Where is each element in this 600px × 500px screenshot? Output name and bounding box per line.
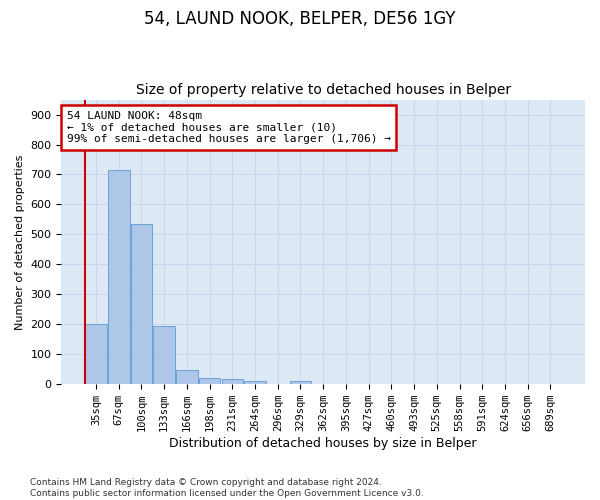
- Y-axis label: Number of detached properties: Number of detached properties: [15, 154, 25, 330]
- Bar: [244, 380, 266, 384]
- Bar: [199, 378, 220, 384]
- Bar: [221, 380, 243, 384]
- Bar: [85, 324, 107, 384]
- Bar: [131, 224, 152, 384]
- Bar: [176, 370, 197, 384]
- X-axis label: Distribution of detached houses by size in Belper: Distribution of detached houses by size …: [169, 437, 477, 450]
- Text: 54, LAUND NOOK, BELPER, DE56 1GY: 54, LAUND NOOK, BELPER, DE56 1GY: [144, 10, 456, 28]
- Bar: [108, 170, 130, 384]
- Bar: [154, 326, 175, 384]
- Text: 54 LAUND NOOK: 48sqm
← 1% of detached houses are smaller (10)
99% of semi-detach: 54 LAUND NOOK: 48sqm ← 1% of detached ho…: [67, 111, 391, 144]
- Title: Size of property relative to detached houses in Belper: Size of property relative to detached ho…: [136, 83, 511, 97]
- Bar: [290, 381, 311, 384]
- Text: Contains HM Land Registry data © Crown copyright and database right 2024.
Contai: Contains HM Land Registry data © Crown c…: [30, 478, 424, 498]
